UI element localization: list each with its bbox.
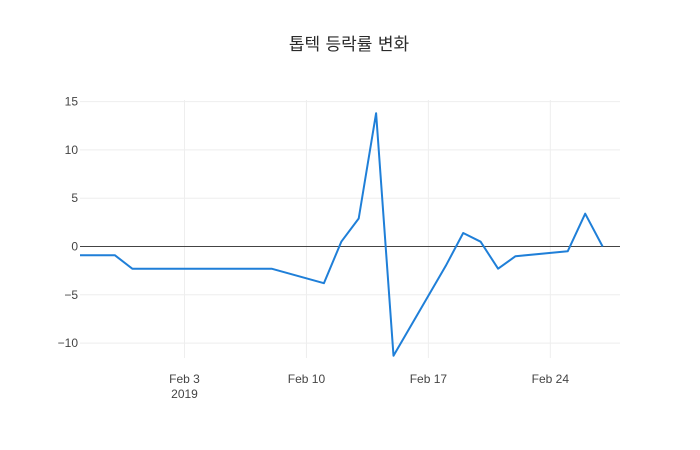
y-tick-label: 5	[71, 191, 78, 205]
gridlines	[80, 100, 620, 358]
x-tick-label: Feb 17	[410, 372, 448, 386]
y-tick-label: 10	[65, 143, 79, 157]
x-tick-label: Feb 10	[288, 372, 326, 386]
y-axis-ticks: 15 10 5 0 −5 −10	[58, 95, 79, 351]
y-tick-label: 15	[65, 95, 79, 109]
chart-title: 톱텍 등락률 변화	[289, 35, 410, 55]
y-tick-label: −5	[64, 288, 78, 302]
series-line	[80, 112, 604, 357]
x-tick-label: Feb 3	[169, 372, 200, 386]
y-tick-label: 0	[71, 240, 78, 254]
series-layer	[79, 112, 604, 357]
x-tick-sublabel: 2019	[171, 387, 198, 401]
x-tick-label: Feb 24	[532, 372, 570, 386]
y-tick-label: −10	[58, 336, 79, 350]
